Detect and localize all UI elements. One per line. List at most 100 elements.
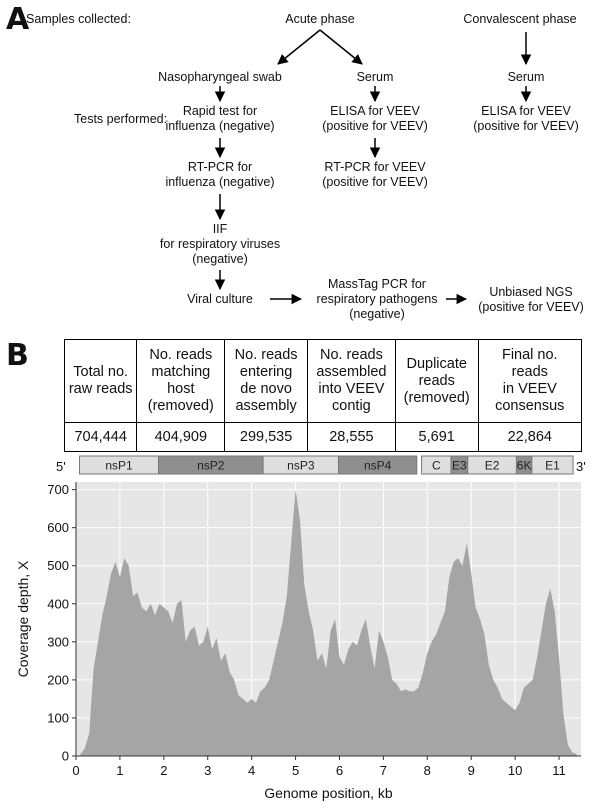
coverage-area xyxy=(80,489,577,756)
genome-segment-nsp4 xyxy=(338,455,418,475)
x-tick-label: 11 xyxy=(552,763,566,778)
genome-segment-label: 6K xyxy=(517,459,532,473)
header-veev-contig-line: No. reads xyxy=(319,347,383,363)
x-axis-title: Genome position, kb xyxy=(264,785,393,801)
ngs-line-1: Unbiased NGS xyxy=(489,285,573,299)
value-duplicate: 5,691 xyxy=(394,422,479,452)
genome-segment-label: E3 xyxy=(452,459,467,473)
x-tick-label: 9 xyxy=(468,763,475,778)
header-matching-host-line: (removed) xyxy=(147,398,214,414)
tests-performed-label: Tests performed: xyxy=(74,112,168,126)
rtpcr-veev-line-1: RT-PCR for VEEV xyxy=(324,160,426,174)
arrow-acute-to-serum xyxy=(319,29,363,65)
header-final-line: in VEEV xyxy=(502,381,557,397)
y-tick-label: 300 xyxy=(47,634,69,649)
elisa-acute-line-2: (positive for VEEV) xyxy=(322,119,428,133)
rtpcr-influenza-node: RT-PCR for influenza (negative) xyxy=(150,160,290,190)
header-de-novo-line: entering xyxy=(239,364,293,380)
coverage-chart: 0 1 2 3 4 5 6 7 8 9 10 11 0 100 200 300 400 500 600 700 Geno… xyxy=(15,482,581,801)
header-final: Final no. reads in VEEV consensus xyxy=(477,339,583,423)
rapid-test-line-2: influenza (negative) xyxy=(165,119,275,133)
five-prime-label: 5' xyxy=(56,459,66,474)
ngs-node: Unbiased NGS (positive for VEEV) xyxy=(466,285,596,315)
x-tick-label: 5 xyxy=(292,763,299,778)
read-counts-table: Total no. raw reads No. reads matching h… xyxy=(63,339,583,452)
y-tick-label: 700 xyxy=(47,482,69,497)
header-final-line: reads xyxy=(511,364,548,380)
genome-segment-label: nsP2 xyxy=(197,459,225,473)
arrow-acute-to-swab xyxy=(277,29,321,65)
x-tick-label: 2 xyxy=(160,763,167,778)
header-matching-host-line: matching xyxy=(151,364,211,380)
serum-acute-node: Serum xyxy=(356,70,394,84)
elisa-acute-line-1: ELISA for VEEV xyxy=(330,104,420,118)
nasopharyngeal-swab-node: Nasopharyngeal swab xyxy=(158,70,282,84)
value-veev-contig: 28,555 xyxy=(306,422,396,452)
y-tick-label: 400 xyxy=(47,596,69,611)
samples-collected-label: Samples collected: xyxy=(26,12,131,26)
ngs-line-2: (positive for VEEV) xyxy=(478,300,584,314)
three-prime-label: 3' xyxy=(576,459,586,474)
header-de-novo-line: assembly xyxy=(235,398,297,414)
serum-convalescent-node: Serum xyxy=(507,70,545,84)
rapid-test-line-1: Rapid test for xyxy=(182,104,258,118)
rtpcr-influenza-line-1: RT-PCR for xyxy=(187,160,253,174)
rtpcr-influenza-line-2: influenza (negative) xyxy=(165,175,275,189)
y-tick-label: 100 xyxy=(47,710,69,725)
header-de-novo: No. reads entering de novo assembly xyxy=(224,339,308,423)
acute-phase-node: Acute phase xyxy=(285,12,355,26)
y-tick-label: 200 xyxy=(47,672,69,687)
header-matching-host-line: host xyxy=(167,381,195,397)
iif-line-1: IIF xyxy=(212,222,228,236)
convalescent-phase-node: Convalescent phase xyxy=(463,12,577,26)
header-matching-host-line: No. reads xyxy=(149,347,213,363)
masstag-line-3: (negative) xyxy=(349,307,405,321)
y-tick-label: 600 xyxy=(47,520,69,535)
y-tick-label: 0 xyxy=(62,749,69,764)
masstag-line-2: respiratory pathogens xyxy=(316,292,438,306)
x-tick-label: 10 xyxy=(508,763,522,778)
panel-a-label: A xyxy=(6,2,30,37)
x-tick-label: 3 xyxy=(204,763,211,778)
header-total-raw-line: Total no. xyxy=(73,364,129,380)
rtpcr-veev-node: RT-PCR for VEEV (positive for VEEV) xyxy=(310,160,440,190)
viral-culture-node: Viral culture xyxy=(187,292,253,306)
x-tick-label: 6 xyxy=(336,763,343,778)
header-de-novo-line: No. reads xyxy=(234,347,298,363)
read-counts-header-row: Total no. raw reads No. reads matching h… xyxy=(63,339,583,423)
header-duplicate-line: (removed) xyxy=(403,389,470,406)
value-total-raw: 704,444 xyxy=(63,422,138,452)
y-tick-label: 500 xyxy=(47,558,69,573)
genome-segment-label: nsP1 xyxy=(105,459,133,473)
x-tick-label: 1 xyxy=(116,763,123,778)
masstag-line-1: MassTag PCR for xyxy=(328,277,426,291)
header-total-raw-line: raw reads xyxy=(68,381,133,397)
panel-b-label: B xyxy=(6,338,29,373)
genome-segment-label: nsP3 xyxy=(287,459,315,473)
x-tick-label: 8 xyxy=(424,763,431,778)
x-tick-label: 4 xyxy=(248,763,255,778)
elisa-convalescent-node: ELISA for VEEV (positive for VEEV) xyxy=(461,104,591,134)
elisa-convalescent-line-1: ELISA for VEEV xyxy=(481,104,571,118)
x-tick-label: 0 xyxy=(72,763,79,778)
x-tick-label: 7 xyxy=(380,763,387,778)
header-veev-contig-line: into VEEV xyxy=(318,381,385,397)
header-duplicate: Duplicate reads (removed) xyxy=(394,339,479,423)
read-counts-value-row: 704,444 404,909 299,535 28,555 5,691 22,… xyxy=(63,422,583,452)
rapid-test-node: Rapid test for influenza (negative) xyxy=(150,104,290,134)
elisa-convalescent-line-2: (positive for VEEV) xyxy=(473,119,579,133)
value-de-novo: 299,535 xyxy=(224,422,308,452)
header-final-line: consensus xyxy=(495,398,565,414)
rtpcr-veev-line-2: (positive for VEEV) xyxy=(322,175,428,189)
iif-line-3: (negative) xyxy=(192,252,248,266)
header-final-line: Final no. xyxy=(501,347,558,363)
genome-segment-label: nsP4 xyxy=(364,459,392,473)
header-duplicate-line: Duplicate xyxy=(406,355,467,372)
y-axis-title: Coverage depth, X xyxy=(15,560,31,677)
genome-segment-label: E2 xyxy=(485,459,500,473)
iif-node: IIF for respiratory viruses (negative) xyxy=(150,222,290,267)
genome-map: 5' 3' nsP1 nsP2 nsP3 nsP4 C E3 E2 6K E1 xyxy=(56,455,586,475)
value-final: 22,864 xyxy=(477,422,583,452)
genome-segment-label: C xyxy=(432,459,441,473)
header-total-raw: Total no. raw reads xyxy=(63,339,138,423)
